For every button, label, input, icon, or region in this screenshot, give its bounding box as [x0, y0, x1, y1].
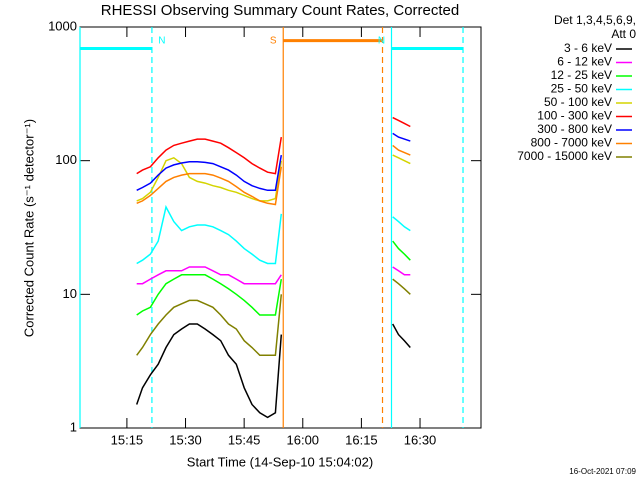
y-tick-label: 100: [55, 152, 77, 167]
series-line: [135, 323, 411, 419]
legend-label: 25 - 50 keV: [551, 82, 612, 96]
legend-label: 100 - 300 keV: [537, 109, 612, 123]
legend-title: Att 0: [611, 27, 636, 41]
legend-label: 800 - 7000 keV: [531, 136, 612, 150]
series-line: [136, 278, 411, 357]
series-line: [136, 240, 411, 316]
y-tick-label: 1000: [48, 18, 77, 33]
legend-label: 50 - 100 keV: [544, 95, 612, 109]
series-line: [136, 266, 411, 285]
footer: 16-Oct-2021 07:09: [569, 467, 636, 476]
legend-title: Det 1,3,4,5,6,9,: [554, 13, 636, 27]
legend-label: 3 - 6 keV: [564, 41, 612, 55]
x-tick-label: 16:30: [404, 432, 437, 447]
series-line: [136, 204, 411, 265]
x-tick-label: 15:15: [111, 432, 144, 447]
legend-label: 6 - 12 keV: [557, 55, 612, 69]
x-tick-label: 15:45: [228, 432, 261, 447]
x-tick-label: 16:15: [345, 432, 378, 447]
legend-label: 12 - 25 keV: [551, 68, 612, 82]
chart-title: RHESSI Observing Summary Count Rates, Co…: [101, 2, 459, 19]
annotation-label: N: [158, 36, 165, 47]
y-tick-label: 10: [63, 286, 77, 301]
x-tick-label: 15:30: [169, 432, 202, 447]
y-axis-label: Corrected Count Rate (s⁻¹ detector⁻¹): [21, 119, 36, 337]
y-tick-label: 1: [70, 419, 77, 434]
series-line: [136, 132, 411, 192]
annotation-label: N: [378, 36, 385, 47]
series-line: [136, 116, 411, 175]
x-axis-label: Start Time (14-Sep-10 15:04:02): [187, 454, 373, 469]
x-tick-label: 16:00: [287, 432, 320, 447]
legend-label: 7000 - 15000 keV: [517, 149, 612, 163]
annotation-label: S: [270, 36, 277, 47]
legend-label: 300 - 800 keV: [537, 122, 612, 136]
series-line: [136, 144, 411, 206]
